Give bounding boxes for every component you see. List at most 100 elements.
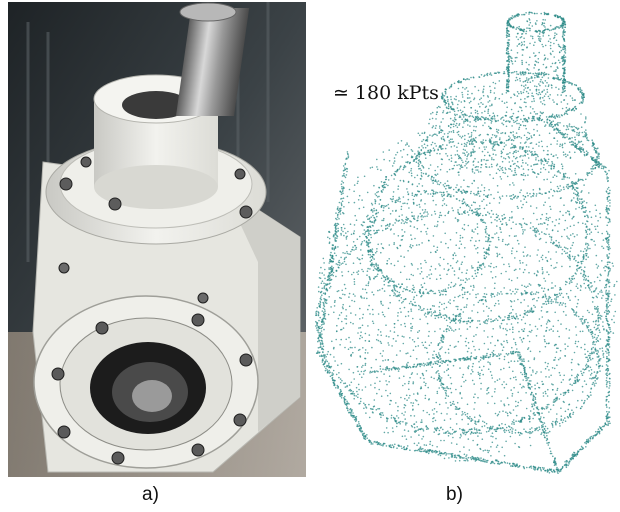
cloud-point <box>458 154 460 157</box>
cloud-point <box>536 113 539 115</box>
cloud-point <box>564 51 566 53</box>
cloud-point <box>380 334 382 337</box>
cloud-point <box>522 81 525 83</box>
cloud-point <box>503 287 505 289</box>
cloud-point <box>509 428 512 431</box>
cloud-point <box>340 227 343 229</box>
cloud-point <box>517 165 519 168</box>
cloud-point <box>532 417 534 420</box>
cloud-point <box>596 156 598 158</box>
cloud-point <box>542 383 545 385</box>
cloud-point <box>511 317 513 320</box>
cloud-point <box>476 271 479 274</box>
cloud-point <box>525 377 527 380</box>
cloud-point <box>380 370 383 373</box>
cloud-point <box>437 433 440 436</box>
cloud-point <box>467 459 469 462</box>
cloud-point <box>519 36 522 39</box>
cloud-point <box>323 355 325 358</box>
cloud-point <box>409 245 411 248</box>
cloud-point <box>525 61 528 64</box>
cloud-point <box>596 225 599 227</box>
cloud-point <box>453 120 456 123</box>
cloud-point <box>458 171 460 173</box>
cloud-point <box>561 23 563 26</box>
cloud-point <box>568 254 571 256</box>
cloud-point <box>535 73 538 75</box>
cloud-point <box>486 133 489 136</box>
cloud-point <box>523 222 526 225</box>
cloud-point <box>526 138 528 141</box>
cloud-point <box>447 132 449 135</box>
cloud-point <box>491 103 493 106</box>
cloud-point <box>335 254 337 257</box>
cloud-point <box>490 309 492 312</box>
cloud-point <box>518 43 520 46</box>
cloud-point <box>459 168 461 170</box>
cloud-point <box>509 216 511 219</box>
cloud-point <box>359 356 362 358</box>
cloud-point <box>483 187 486 189</box>
cloud-point <box>515 420 517 423</box>
cloud-point <box>351 299 353 302</box>
cloud-point <box>521 61 523 64</box>
cloud-point <box>596 148 598 150</box>
cloud-point <box>440 131 442 134</box>
cloud-point <box>479 105 481 108</box>
cloud-point <box>513 360 516 363</box>
cloud-point <box>598 157 600 159</box>
cloud-point <box>453 252 456 254</box>
cloud-point <box>331 340 333 343</box>
cloud-point <box>548 132 551 135</box>
cloud-point <box>506 22 508 24</box>
cloud-point <box>582 101 584 103</box>
cloud-point <box>343 234 345 237</box>
cloud-point <box>538 37 540 40</box>
cloud-point <box>569 250 571 253</box>
cloud-point <box>446 386 448 388</box>
cloud-point <box>489 425 492 428</box>
cloud-point <box>404 221 407 223</box>
cloud-point <box>348 253 350 255</box>
cloud-point <box>358 207 361 210</box>
cloud-point <box>568 210 570 213</box>
cloud-point <box>563 125 565 127</box>
cloud-point <box>552 155 554 158</box>
cloud-point <box>531 386 533 388</box>
cloud-point <box>559 374 561 377</box>
cloud-point <box>439 168 442 171</box>
cloud-point <box>527 360 530 362</box>
cloud-point <box>599 338 602 340</box>
cloud-point <box>368 276 370 278</box>
cloud-point <box>473 383 475 385</box>
cloud-point <box>530 35 532 37</box>
cloud-point <box>527 194 529 197</box>
cloud-point <box>456 131 459 134</box>
cloud-point <box>413 160 415 162</box>
cloud-point <box>500 117 503 119</box>
cloud-point <box>343 206 345 208</box>
cloud-point <box>468 115 470 118</box>
cloud-point <box>512 182 514 184</box>
cloud-point <box>392 191 395 193</box>
cloud-point <box>475 116 478 119</box>
cloud-point <box>512 428 514 430</box>
cloud-point <box>464 118 467 120</box>
cloud-point <box>514 136 516 138</box>
cloud-point <box>429 164 432 166</box>
cloud-point <box>321 272 323 274</box>
cloud-point <box>413 159 415 161</box>
cloud-point <box>474 166 477 169</box>
cloud-point <box>575 84 577 86</box>
cloud-point <box>508 161 511 163</box>
cloud-point <box>527 86 529 89</box>
cloud-point <box>366 274 368 277</box>
cloud-point <box>546 13 548 16</box>
cloud-point <box>501 240 504 242</box>
cloud-point <box>614 310 617 313</box>
cloud-point <box>456 443 458 446</box>
cloud-point <box>372 257 374 259</box>
cloud-point <box>542 303 544 305</box>
cloud-point <box>594 228 597 230</box>
cloud-point <box>600 318 602 320</box>
